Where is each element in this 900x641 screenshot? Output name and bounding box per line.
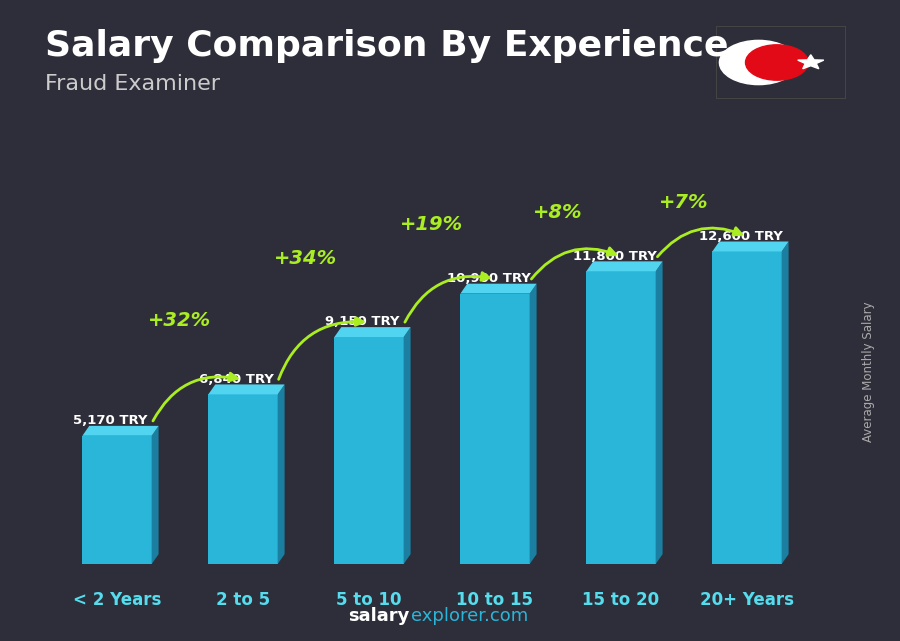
Text: +19%: +19% <box>400 215 464 234</box>
Text: 2 to 5: 2 to 5 <box>216 592 270 610</box>
Text: Fraud Examiner: Fraud Examiner <box>45 74 220 94</box>
Text: 5 to 10: 5 to 10 <box>337 592 401 610</box>
Polygon shape <box>781 242 788 564</box>
Bar <box>334 337 403 564</box>
Text: Average Monthly Salary: Average Monthly Salary <box>862 301 875 442</box>
Polygon shape <box>151 426 158 564</box>
Polygon shape <box>529 284 536 564</box>
Text: +34%: +34% <box>274 249 338 267</box>
Text: +8%: +8% <box>533 203 582 222</box>
Text: Salary Comparison By Experience: Salary Comparison By Experience <box>45 29 728 63</box>
Text: 6,840 TRY: 6,840 TRY <box>199 372 274 386</box>
Bar <box>208 394 277 564</box>
Text: 10 to 15: 10 to 15 <box>456 592 534 610</box>
Polygon shape <box>460 284 536 294</box>
Text: < 2 Years: < 2 Years <box>73 592 161 610</box>
Polygon shape <box>334 327 410 337</box>
Polygon shape <box>277 385 284 564</box>
Text: 15 to 20: 15 to 20 <box>582 592 660 610</box>
Polygon shape <box>83 426 158 436</box>
Polygon shape <box>208 385 284 394</box>
Text: 11,800 TRY: 11,800 TRY <box>572 249 657 263</box>
Circle shape <box>745 45 808 80</box>
Text: 5,170 TRY: 5,170 TRY <box>74 414 148 427</box>
Text: 9,150 TRY: 9,150 TRY <box>326 315 400 328</box>
Polygon shape <box>712 242 788 251</box>
Text: 20+ Years: 20+ Years <box>700 592 794 610</box>
Polygon shape <box>797 54 824 69</box>
Bar <box>586 271 655 564</box>
Polygon shape <box>403 327 410 564</box>
Text: +7%: +7% <box>659 193 708 212</box>
Text: salary: salary <box>348 607 410 625</box>
Bar <box>712 251 781 564</box>
Text: explorer.com: explorer.com <box>411 607 528 625</box>
Bar <box>460 294 529 564</box>
Text: 12,600 TRY: 12,600 TRY <box>698 229 783 243</box>
Polygon shape <box>655 262 662 564</box>
Bar <box>83 436 151 564</box>
Circle shape <box>719 40 797 85</box>
Polygon shape <box>586 262 662 271</box>
Text: 10,900 TRY: 10,900 TRY <box>446 272 531 285</box>
Text: +32%: +32% <box>148 311 211 330</box>
